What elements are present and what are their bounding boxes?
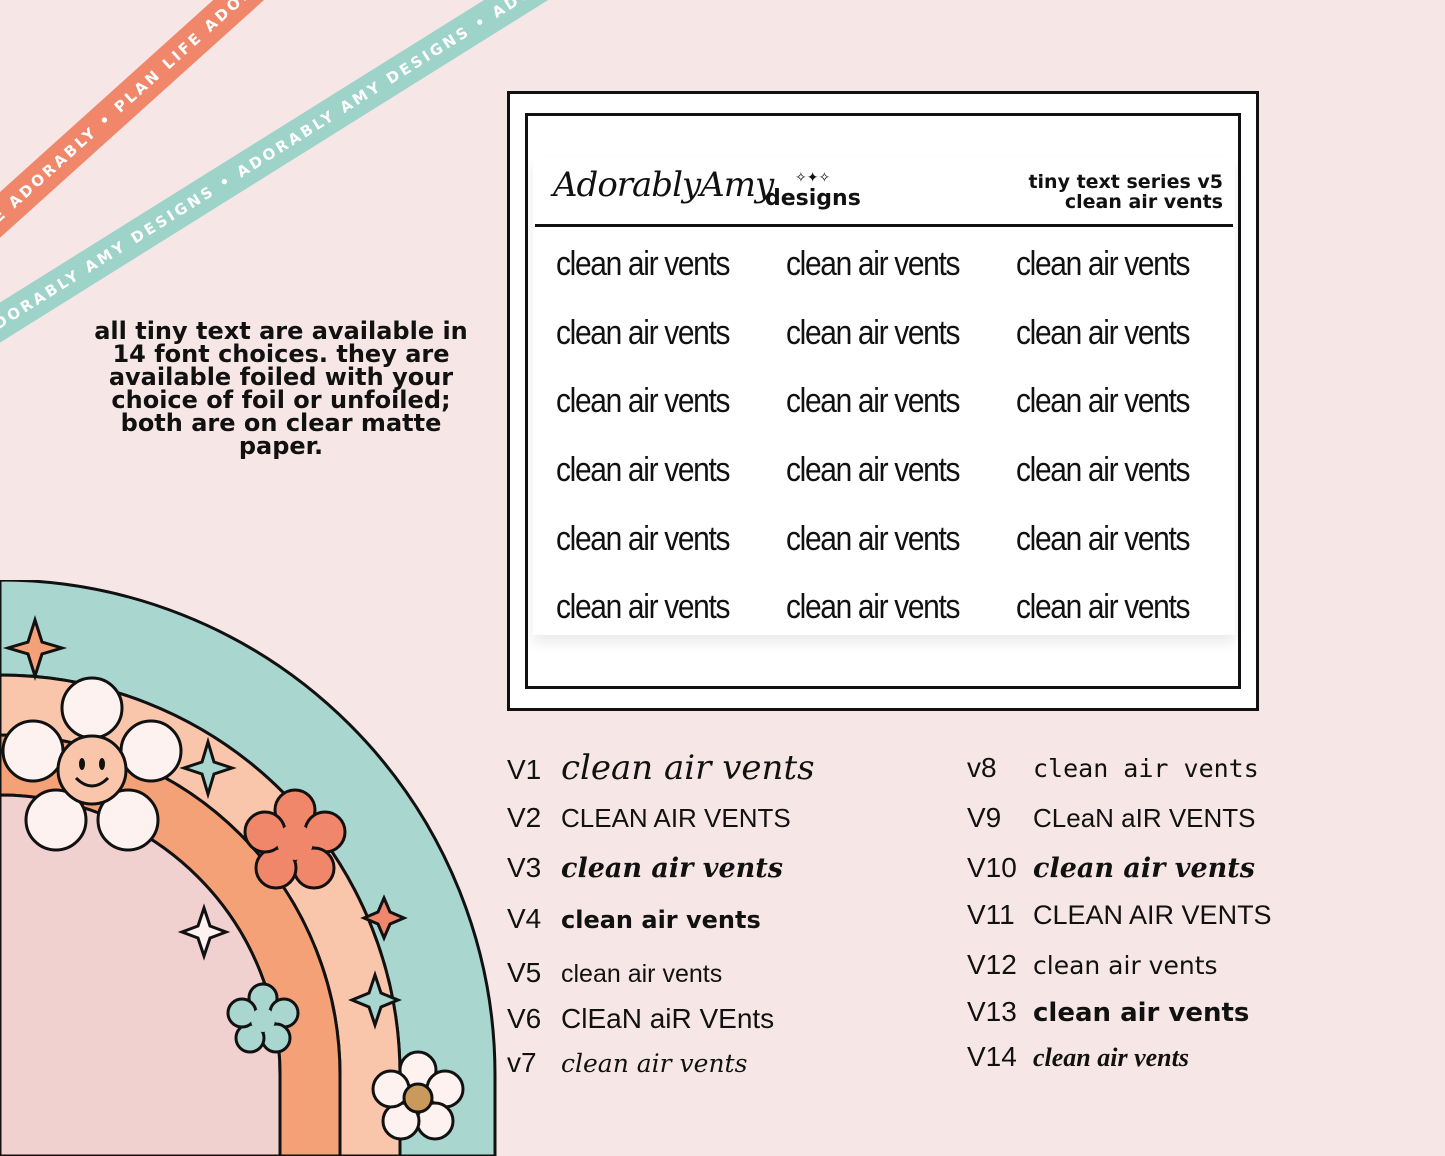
version-row: V13 clean air vents (967, 996, 1249, 1028)
sparkle-icon (177, 903, 231, 961)
sticker-text: clean air vents (786, 245, 960, 283)
version-sample: clean air vents (561, 906, 761, 934)
version-row: v8 clean air vents (967, 752, 1259, 784)
version-label: V10 (967, 852, 1017, 883)
sticker-text: clean air vents (556, 245, 730, 283)
series-line-2: clean air vents (1064, 191, 1223, 213)
smiley-flower-icon (1, 676, 183, 852)
sparkle-icon (179, 736, 237, 800)
version-sample: clean air vents (1033, 951, 1218, 980)
version-sample: clean air vents (1033, 998, 1250, 1028)
version-label: V2 (507, 802, 542, 833)
version-sample: CLeaN aIR VENTS (1033, 803, 1256, 833)
teal-flower-icon (226, 982, 300, 1054)
version-row: v7 clean air vents (507, 1047, 747, 1079)
sparkle-icon: ✧✦✧ (795, 170, 831, 186)
sticker-text: clean air vents (1016, 313, 1190, 352)
version-label: V9 (967, 802, 1002, 833)
version-sample: clean air vents (561, 960, 723, 988)
sticker-text: clean air vents (556, 451, 730, 490)
sparkle-icon (348, 970, 402, 1030)
sticker-grid: clean air vents clean air vents clean air … (556, 242, 1246, 654)
sticker-text: clean air vents (556, 382, 730, 421)
sticker-text: clean air vents (786, 313, 960, 352)
version-row: V11 CLEAN AIR VENTS (967, 899, 1272, 931)
sticker-sheet (533, 157, 1235, 635)
version-sample: clean air vents (561, 1049, 748, 1078)
sticker-text: clean air vents (786, 451, 960, 490)
sticker-text: clean air vents (556, 313, 730, 352)
sticker-text: clean air vents (1016, 519, 1190, 558)
version-row: V2 CLEAN AIR VENTS (507, 802, 791, 834)
version-label: v8 (967, 752, 997, 783)
version-label: V13 (967, 996, 1017, 1027)
sticker-text: clean air vents (1016, 245, 1190, 283)
version-row: V1 clean air vents (507, 748, 815, 788)
sticker-text: clean air vents (556, 519, 730, 558)
series-title: tiny text series v5 clean air vents (1028, 172, 1223, 212)
version-sample: clean air vents (1033, 853, 1255, 884)
sticker-text: clean air vents (1016, 588, 1190, 627)
version-sample: ClEaN aiR VEnts (561, 1003, 775, 1034)
version-label: V5 (507, 957, 542, 988)
version-row: V12 clean air vents (967, 949, 1218, 981)
sticker-text: clean air vents (786, 382, 960, 421)
version-label: V6 (507, 1003, 542, 1034)
sparkle-icon (360, 894, 408, 942)
brand-logo: AdorablyAmy (553, 165, 774, 205)
version-row: V9 CLeaN aIR VENTS (967, 802, 1256, 834)
brand-logo-sub: designs (765, 186, 861, 211)
rainbow-illustration (0, 580, 497, 1156)
version-sample: CLEAN AIR VENTS (1033, 900, 1272, 930)
version-label: V3 (507, 852, 542, 883)
version-sample: clean air vents (1033, 754, 1259, 783)
version-row: V3 clean air vents (507, 852, 783, 884)
version-label: V14 (967, 1041, 1017, 1072)
version-label: V11 (967, 899, 1015, 930)
sparkle-icon (2, 615, 68, 681)
info-text: all tiny text are available in 14 font c… (94, 317, 468, 460)
sticker-text: clean air vents (786, 588, 960, 627)
version-label: V12 (967, 949, 1017, 980)
version-row: V10 clean air vents (967, 852, 1255, 884)
version-label: V1 (507, 754, 542, 785)
version-row: V6 ClEaN aiR VEnts (507, 1003, 774, 1035)
sticker-text: clean air vents (786, 519, 960, 558)
orange-flower-icon (243, 788, 347, 890)
sheet-divider (535, 224, 1233, 227)
white-flower-icon (371, 1050, 465, 1141)
sticker-text: clean air vents (556, 588, 730, 627)
version-row: V14 clean air vents (967, 1041, 1189, 1073)
version-label: V4 (507, 903, 542, 934)
version-row: V4 clean air vents (507, 903, 761, 935)
version-sample: clean air vents (1033, 1043, 1189, 1072)
version-sample: CLEAN AIR VENTS (561, 803, 791, 833)
sticker-text: clean air vents (1016, 382, 1190, 421)
series-line-1: tiny text series v5 (1028, 171, 1223, 193)
version-label: v7 (507, 1047, 537, 1078)
version-sample: clean air vents (561, 748, 815, 788)
sticker-text: clean air vents (1016, 451, 1190, 490)
version-row: V5 clean air vents (507, 957, 722, 989)
version-sample: clean air vents (561, 853, 783, 884)
